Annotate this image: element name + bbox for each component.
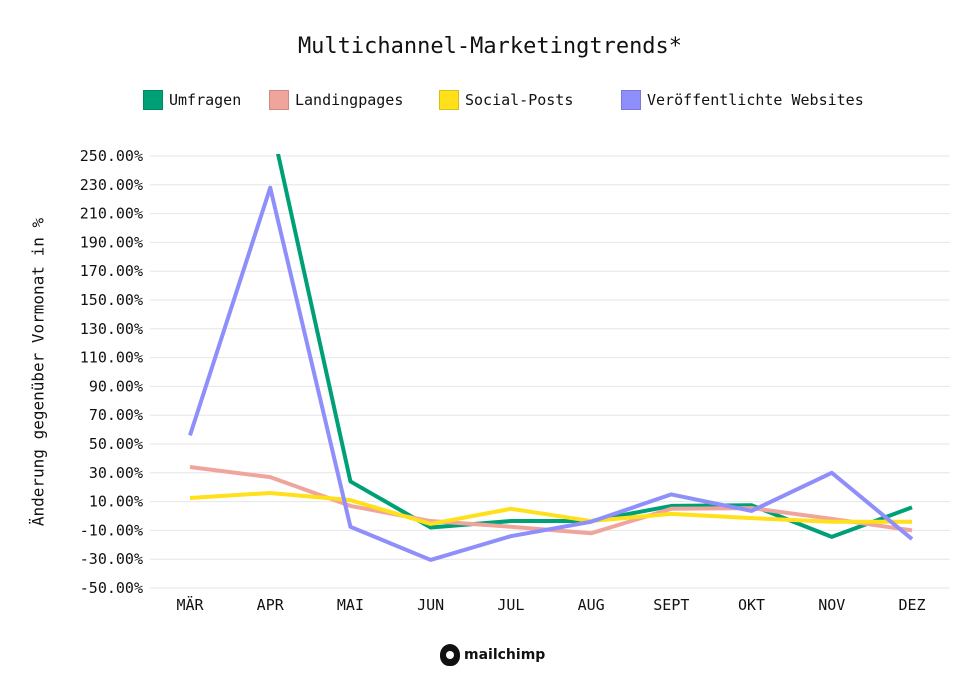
y-tick-label: 70.00% — [89, 406, 143, 424]
legend-swatch — [269, 90, 289, 110]
x-tick-label: AUG — [578, 596, 605, 614]
legend-item[interactable]: Landingpages — [269, 90, 439, 110]
x-tick-label: MÄR — [176, 595, 204, 614]
chart-title: Multichannel-Marketingtrends* — [297, 34, 683, 59]
y-tick-label: -10.00% — [80, 521, 143, 539]
legend-item[interactable]: Veröffentlichte Websites — [621, 90, 864, 110]
y-tick-label: 10.00% — [89, 493, 143, 511]
legend-swatch — [143, 90, 163, 110]
x-tick-label: APR — [257, 596, 285, 614]
y-tick-label: 50.00% — [89, 435, 143, 453]
x-tick-label: SEPT — [653, 596, 689, 614]
mailchimp-logo: mailchimp — [440, 644, 545, 666]
freddie-icon — [440, 644, 460, 666]
legend-label: Umfragen — [169, 91, 242, 109]
x-tick-label: JUL — [497, 596, 524, 614]
legend-label: Landingpages — [295, 91, 404, 109]
legend: Umfragen Landingpages Social-Posts Veröffen… — [143, 90, 864, 110]
y-tick-label: 230.00% — [80, 176, 143, 194]
y-tick-label: 190.00% — [80, 233, 143, 251]
y-tick-label: 210.00% — [80, 205, 143, 223]
legend-item[interactable]: Social-Posts — [439, 90, 621, 110]
x-tick-label: NOV — [818, 596, 845, 614]
legend-item[interactable]: Umfragen — [143, 90, 269, 110]
y-tick-label: -50.00% — [80, 579, 143, 597]
logo-text: mailchimp — [464, 647, 546, 663]
legend-label: Social-Posts — [465, 91, 574, 109]
y-tick-label: 110.00% — [80, 349, 143, 367]
x-tick-label: DEZ — [898, 596, 925, 614]
series-line-social-posts — [189, 490, 912, 526]
x-tick-label: JUN — [417, 596, 444, 614]
legend-swatch — [439, 90, 459, 110]
series-line-umfragen — [276, 154, 913, 539]
y-tick-label: 130.00% — [80, 320, 143, 338]
series-line-landingpages — [189, 465, 913, 536]
series-line-veröffentlichte-websites — [188, 185, 914, 562]
y-tick-label: 170.00% — [80, 262, 143, 280]
legend-swatch — [621, 90, 641, 110]
y-tick-label: 250.00% — [80, 147, 143, 165]
y-tick-label: 90.00% — [89, 377, 143, 395]
y-tick-label: -30.00% — [80, 550, 143, 568]
y-tick-label: 30.00% — [89, 464, 143, 482]
x-tick-label: MAI — [337, 596, 364, 614]
x-tick-label: OKT — [738, 596, 765, 614]
y-tick-label: 150.00% — [80, 291, 143, 309]
legend-label: Veröffentlichte Websites — [647, 91, 864, 109]
